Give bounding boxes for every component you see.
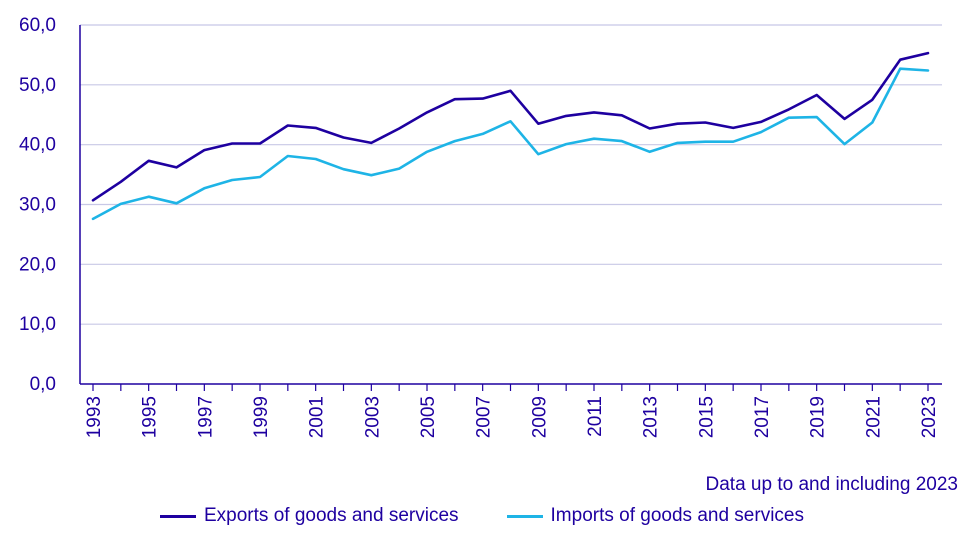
y-tick-label: 20,0 (19, 254, 56, 275)
x-tick-label: 2019 (808, 396, 829, 438)
x-tick-label: 2017 (752, 396, 773, 438)
y-tick-label: 10,0 (19, 314, 56, 335)
x-tick-label: 2005 (418, 396, 439, 438)
x-tick-label: 1999 (251, 396, 272, 438)
x-tick-label: 2011 (585, 396, 606, 437)
y-tick-label: 50,0 (19, 75, 56, 96)
legend-swatch-exports (160, 514, 196, 518)
x-tick-label: 2021 (863, 396, 884, 438)
legend-item-exports: Exports of goods and services (160, 505, 459, 527)
y-tick-label: 60,0 (19, 15, 56, 36)
x-tick-label: 2003 (362, 396, 383, 438)
x-tick-label: 1997 (195, 396, 216, 438)
series-line-imports (91, 67, 930, 221)
legend-label-imports: Imports of goods and services (550, 505, 804, 526)
x-tick-label: 1993 (84, 396, 105, 438)
series-lines (91, 51, 930, 221)
legend-swatch-imports (506, 514, 543, 518)
x-tick-label: 2009 (529, 396, 550, 438)
series-line-exports (91, 51, 930, 202)
y-tick-label: 30,0 (19, 195, 56, 216)
x-tick-label: 2023 (919, 396, 940, 438)
y-axis-ticks: 0,0 10,0 20,0 30,0 40,0 50,0 60,0 (19, 15, 56, 395)
x-axis-ticks: 1993 1995 1997 1999 2001 2003 2005 2007 2009 2011… (84, 384, 940, 438)
x-tick-label: 1995 (140, 396, 161, 438)
x-tick-label: 2001 (307, 396, 328, 438)
x-tick-label: 2007 (474, 396, 495, 438)
x-tick-label: 2015 (696, 396, 717, 438)
gridlines (80, 24, 942, 325)
legend: Exports of goods and services Imports of… (0, 505, 964, 527)
legend-item-imports: Imports of goods and services (506, 505, 804, 527)
data-note: Data up to and including 2023 (705, 474, 958, 495)
line-chart: 0,0 10,0 20,0 30,0 40,0 50,0 60,0 1993 1995 1997… (19, 15, 942, 438)
y-tick-label: 40,0 (19, 135, 56, 156)
y-tick-label: 0,0 (30, 374, 56, 395)
x-tick-label: 2013 (641, 396, 662, 438)
legend-label-exports: Exports of goods and services (204, 505, 459, 526)
